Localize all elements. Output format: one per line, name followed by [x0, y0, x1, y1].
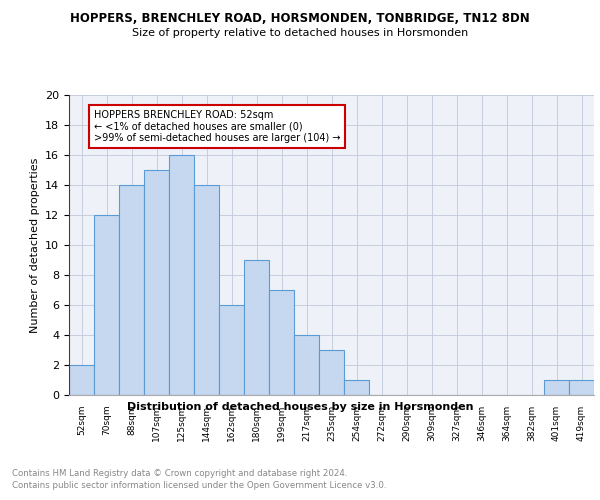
- Bar: [94, 215, 119, 395]
- Bar: [119, 185, 144, 395]
- Bar: [244, 260, 269, 395]
- Bar: [544, 380, 569, 395]
- Y-axis label: Number of detached properties: Number of detached properties: [29, 158, 40, 332]
- Bar: [269, 290, 294, 395]
- Bar: [144, 170, 169, 395]
- Text: Distribution of detached houses by size in Horsmonden: Distribution of detached houses by size …: [127, 402, 473, 412]
- Bar: [194, 185, 219, 395]
- Text: Contains HM Land Registry data © Crown copyright and database right 2024.: Contains HM Land Registry data © Crown c…: [12, 469, 347, 478]
- Text: HOPPERS BRENCHLEY ROAD: 52sqm
← <1% of detached houses are smaller (0)
>99% of s: HOPPERS BRENCHLEY ROAD: 52sqm ← <1% of d…: [94, 110, 341, 143]
- Bar: [569, 380, 594, 395]
- Text: HOPPERS, BRENCHLEY ROAD, HORSMONDEN, TONBRIDGE, TN12 8DN: HOPPERS, BRENCHLEY ROAD, HORSMONDEN, TON…: [70, 12, 530, 26]
- Bar: [69, 365, 94, 395]
- Bar: [344, 380, 369, 395]
- Bar: [294, 335, 319, 395]
- Bar: [219, 305, 244, 395]
- Text: Contains public sector information licensed under the Open Government Licence v3: Contains public sector information licen…: [12, 481, 386, 490]
- Bar: [169, 155, 194, 395]
- Text: Size of property relative to detached houses in Horsmonden: Size of property relative to detached ho…: [132, 28, 468, 38]
- Bar: [319, 350, 344, 395]
